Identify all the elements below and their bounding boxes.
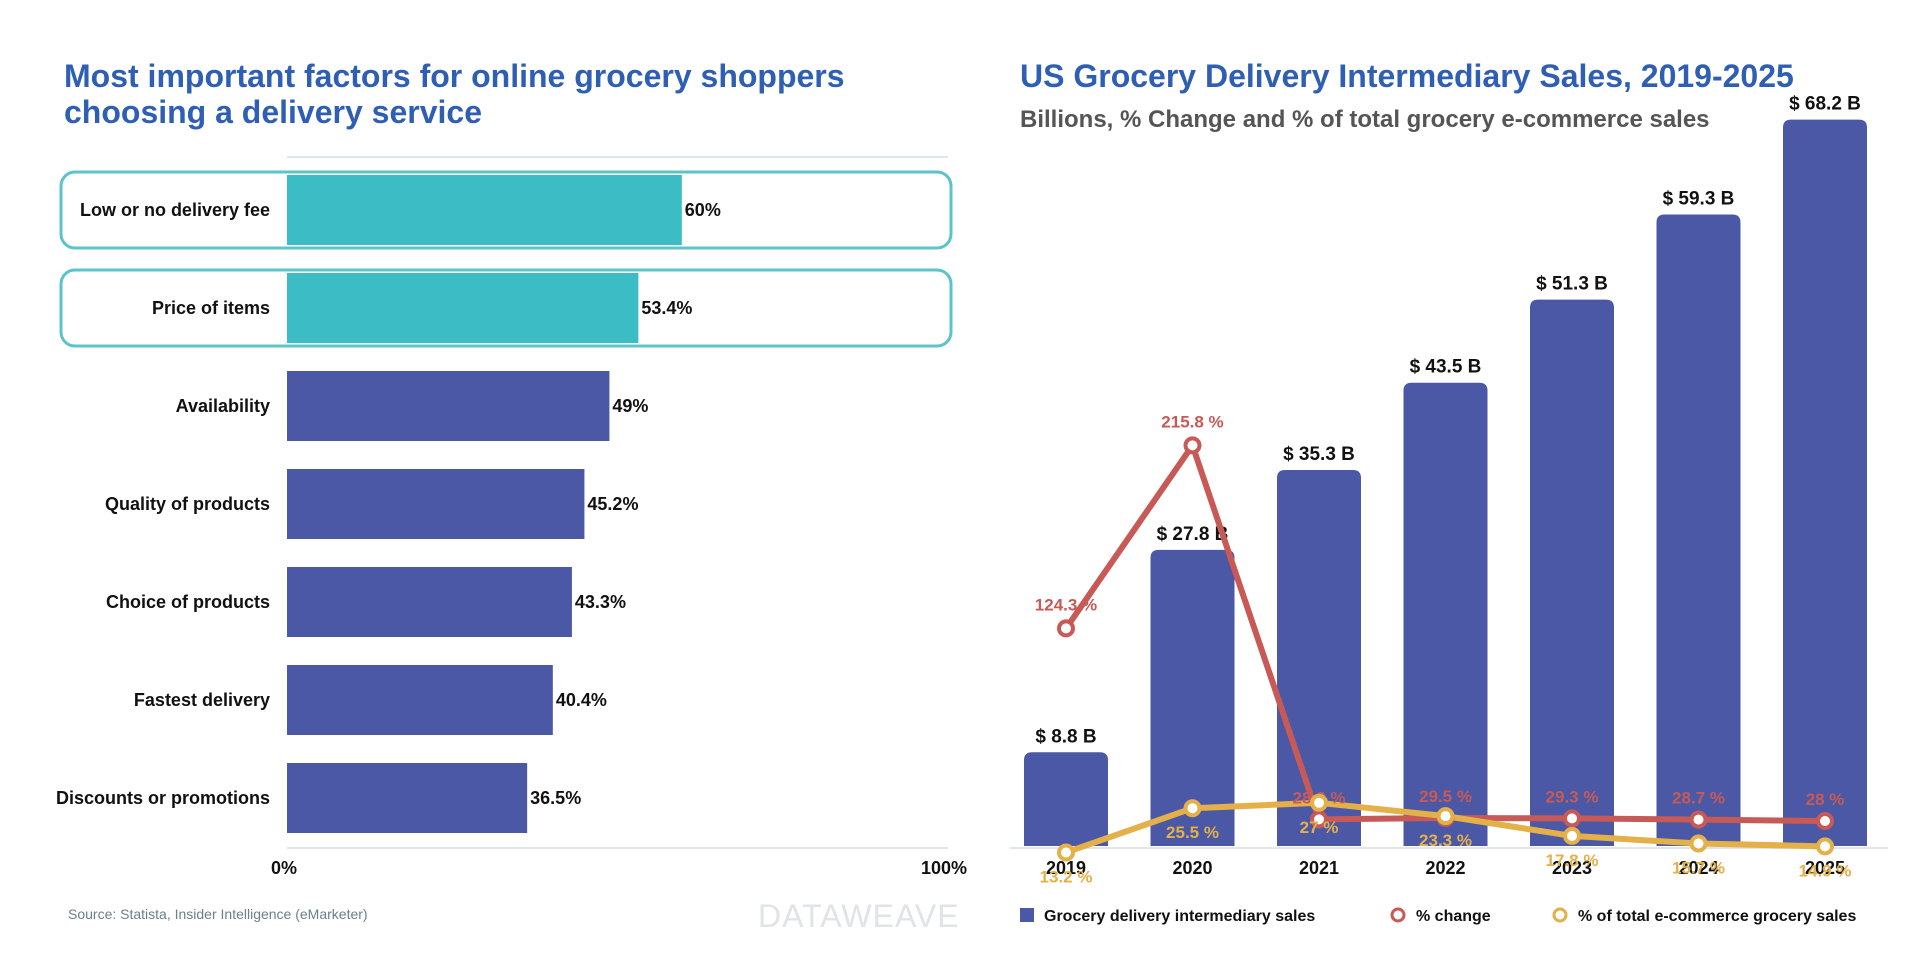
sales-value-label: $ 68.2 B bbox=[1789, 94, 1861, 115]
year-tick-label: 2025 bbox=[1805, 858, 1845, 878]
legend-label: Grocery delivery intermediary sales bbox=[1044, 908, 1315, 925]
share-point bbox=[1310, 793, 1328, 812]
right-chart-title: US Grocery Delivery Intermediary Sales, … bbox=[1020, 58, 1794, 94]
bar bbox=[287, 665, 553, 735]
category-label: Discounts or promotions bbox=[56, 788, 270, 808]
value-label: 53.4% bbox=[641, 298, 692, 318]
legend-share-marker bbox=[1552, 907, 1568, 923]
year-tick-label: 2023 bbox=[1552, 858, 1592, 878]
change-point bbox=[1563, 809, 1581, 828]
sales-combo-chart: $ 8.8 B 2019 $ 27.8 B 2020 $ 35.3 B 2021 $ 43.… bbox=[1010, 94, 1888, 886]
source-note: Source: Statista, Insider Intelligence (… bbox=[68, 906, 368, 922]
right-chart-subtitle: Billions, % Change and % of total grocer… bbox=[1020, 106, 1710, 133]
sales-bar bbox=[1530, 299, 1614, 846]
value-label: 40.4% bbox=[556, 690, 607, 710]
value-label: 43.3% bbox=[575, 592, 626, 612]
change-point bbox=[1689, 810, 1708, 829]
bar bbox=[287, 763, 528, 833]
year-tick-label: 2020 bbox=[1172, 858, 1212, 878]
change-point bbox=[1816, 812, 1834, 830]
change-value-label: 28.7 % bbox=[1672, 789, 1725, 808]
share-value-label: 27 % bbox=[1300, 818, 1339, 837]
year-tick-label: 2021 bbox=[1299, 858, 1339, 878]
sales-bar bbox=[1783, 119, 1867, 847]
axis-tick-label: 100% bbox=[921, 858, 967, 878]
bar bbox=[287, 371, 610, 441]
left-chart-title: Most important factors for online grocer… bbox=[64, 58, 845, 130]
change-point bbox=[1183, 436, 1202, 455]
share-point bbox=[1436, 807, 1455, 826]
factors-bar-chart: Low or no delivery fee 60% Price of items 5… bbox=[56, 156, 967, 878]
share-value-label: 14.9 % bbox=[1799, 861, 1852, 880]
value-label: 60% bbox=[685, 200, 721, 220]
legend-bar-swatch bbox=[1020, 908, 1034, 922]
share-point bbox=[1816, 837, 1834, 856]
share-value-label: 15.7 % bbox=[1672, 858, 1725, 877]
sales-value-label: $ 51.3 B bbox=[1536, 274, 1608, 295]
sales-bar bbox=[1024, 752, 1108, 846]
year-tick-label: 2024 bbox=[1678, 858, 1718, 878]
dataweave-watermark: DATAWEAVE bbox=[758, 898, 960, 934]
category-label: Availability bbox=[176, 396, 270, 416]
change-value-label: 29.3 % bbox=[1546, 787, 1599, 806]
bar bbox=[287, 273, 639, 343]
bar bbox=[287, 469, 585, 539]
year-tick-label: 2019 bbox=[1046, 858, 1086, 878]
share-value-label: 13.2 % bbox=[1040, 867, 1093, 886]
share-value-label: 23.3 % bbox=[1419, 831, 1472, 850]
sales-bar bbox=[1403, 382, 1488, 846]
change-point bbox=[1310, 810, 1328, 829]
value-label: 45.2% bbox=[587, 494, 638, 514]
change-value-label: 215.8 % bbox=[1161, 412, 1223, 431]
change-point bbox=[1057, 619, 1075, 638]
category-label: Price of items bbox=[152, 298, 270, 318]
change-value-label: 29.5 % bbox=[1419, 787, 1472, 806]
sales-value-label: $ 8.8 B bbox=[1035, 726, 1096, 747]
change-value-label: 124.3 % bbox=[1035, 595, 1097, 614]
share-point bbox=[1563, 826, 1581, 845]
share-value-label: 17.8 % bbox=[1546, 851, 1599, 870]
value-label: 36.5% bbox=[530, 788, 581, 808]
category-label: Low or no delivery fee bbox=[80, 200, 270, 220]
highlight-outline bbox=[59, 268, 953, 348]
legend-label: % of total e-commerce grocery sales bbox=[1578, 908, 1856, 925]
share-point bbox=[1057, 843, 1075, 862]
category-label: Fastest delivery bbox=[134, 690, 270, 710]
value-label: 49% bbox=[612, 396, 648, 416]
sales-value-label: $ 59.3 B bbox=[1663, 188, 1735, 209]
year-tick-label: 2022 bbox=[1425, 858, 1465, 878]
sales-legend: Grocery delivery intermediary sales % cha… bbox=[1020, 907, 1856, 925]
share-point bbox=[1183, 799, 1202, 818]
sales-bar bbox=[1656, 214, 1741, 846]
axis-tick-label: 0% bbox=[271, 858, 297, 878]
legend-label: % change bbox=[1416, 908, 1491, 925]
category-label: Choice of products bbox=[106, 592, 270, 612]
category-label: Quality of products bbox=[105, 494, 270, 514]
bar bbox=[287, 567, 572, 637]
sales-bar bbox=[1150, 549, 1235, 846]
sales-value-label: $ 35.3 B bbox=[1283, 444, 1355, 465]
bar bbox=[287, 175, 682, 245]
share-value-label: 25.5 % bbox=[1166, 823, 1219, 842]
change-value-label: 28 % bbox=[1806, 790, 1845, 809]
sales-value-label: $ 27.8 B bbox=[1157, 524, 1229, 545]
legend-change-marker bbox=[1390, 907, 1406, 923]
sales-value-label: $ 43.5 B bbox=[1410, 357, 1482, 378]
share-point bbox=[1689, 834, 1708, 853]
highlight-outline bbox=[59, 170, 953, 250]
